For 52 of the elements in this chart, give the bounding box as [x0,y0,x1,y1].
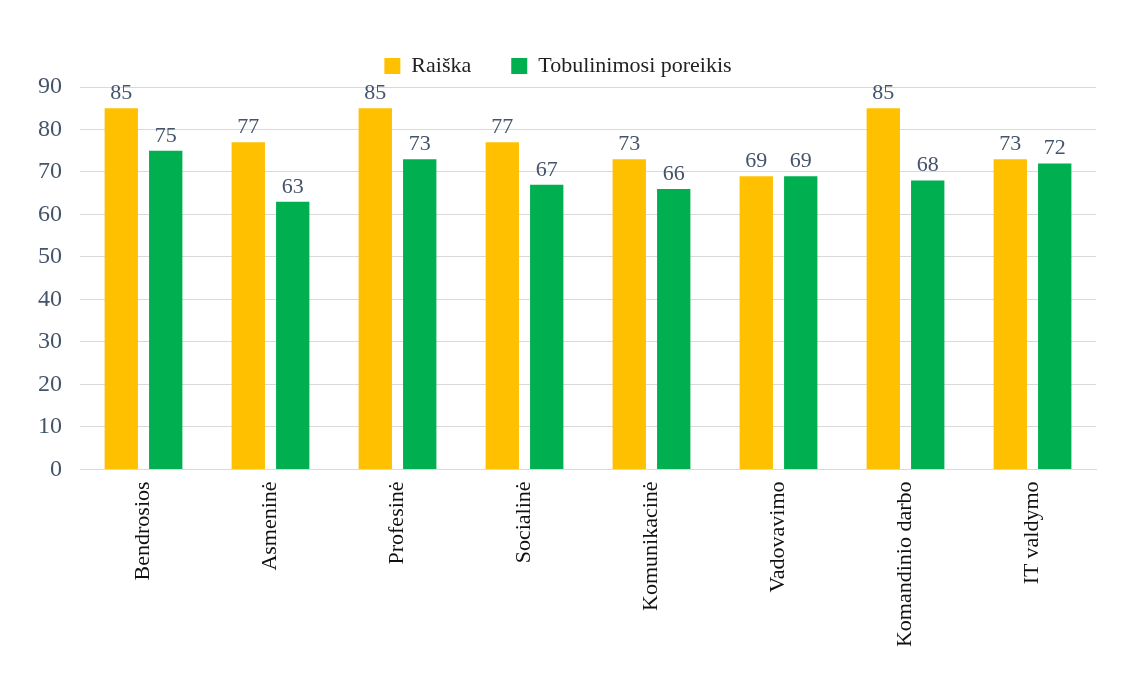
y-tick-label: 50 [38,242,62,269]
legend-label: Tobulinimosi poreikis [538,51,732,77]
x-tick-label: Komandinio darbo [891,481,917,648]
x-tick-label: IT valdymo [1018,481,1044,585]
bar [149,150,183,469]
y-tick-label: 20 [38,369,62,396]
x-tick-label: Bendrosios [129,481,155,581]
y-tick-label: 0 [50,454,62,481]
data-label: 73 [999,130,1022,156]
data-label: 73 [408,130,431,156]
data-label: 77 [237,113,260,139]
data-label: 68 [916,151,939,177]
y-tick-label: 70 [38,157,62,184]
bar [784,176,818,469]
bar [1038,163,1072,469]
y-tick-label: 30 [38,327,62,354]
y-tick-label: 40 [38,284,62,311]
bar [739,176,773,469]
legend-label: Raiška [411,51,472,77]
data-label: 63 [281,172,304,198]
bar [530,184,564,469]
bar [231,142,265,469]
bar [911,180,945,469]
x-tick-label: Socialinė [510,481,536,564]
bar [993,159,1027,469]
x-tick-label: Profesinė [383,481,409,565]
data-label: 66 [662,159,685,185]
x-tick-label: Asmeninė [256,481,282,571]
bar [358,108,392,469]
x-tick-label: Komunikacinė [637,481,663,611]
data-label: 77 [491,113,514,139]
data-label: 85 [110,79,133,105]
data-label: 69 [789,147,812,173]
data-label: 72 [1043,134,1066,160]
data-label: 67 [535,155,558,181]
bar [657,188,691,469]
y-tick-label: 60 [38,199,62,226]
y-tick-label: 80 [38,114,62,141]
data-label: 85 [364,79,387,105]
bar [485,142,519,469]
bar [403,159,437,469]
data-label: 69 [745,147,768,173]
y-tick-label: 90 [38,72,62,99]
data-label: 85 [872,79,895,105]
bar [612,159,646,469]
bar [104,108,138,469]
y-tick-label: 10 [38,412,62,439]
x-tick-label: Vadovavimo [764,481,790,593]
bar [276,201,310,469]
data-label: 73 [618,130,641,156]
data-label: 75 [154,121,177,147]
bar [866,108,900,469]
